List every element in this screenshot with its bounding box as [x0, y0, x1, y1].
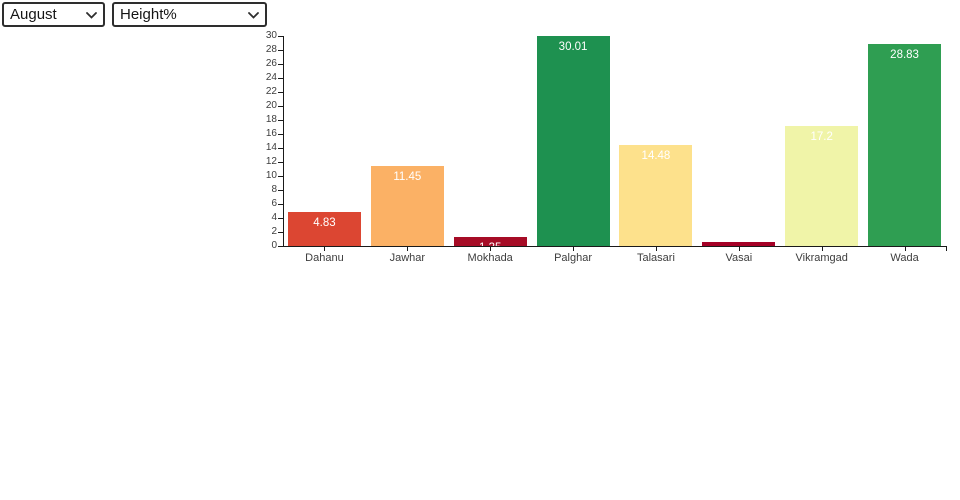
y-axis-tick — [278, 50, 283, 51]
y-axis-tick — [278, 232, 283, 233]
y-axis-tick — [278, 78, 283, 79]
y-axis-tick — [278, 204, 283, 205]
y-axis-line — [283, 36, 284, 247]
bar-value-label: 1.35 — [454, 241, 527, 246]
y-axis-tick-label: 22 — [265, 86, 277, 97]
x-axis-tick — [821, 247, 823, 251]
bar-value-label: 14.48 — [641, 149, 671, 162]
y-axis-tick-label: 8 — [271, 184, 277, 195]
y-axis-tick-label: 12 — [265, 156, 277, 167]
x-axis-tick-label: Vikramgad — [795, 252, 848, 264]
x-axis-end-tick — [946, 246, 947, 251]
x-axis-tick-label: Talasari — [636, 252, 675, 264]
x-axis-tick-label: Vasai — [725, 252, 753, 264]
y-axis-tick — [278, 218, 283, 219]
y-axis-tick-label: 30 — [265, 30, 277, 41]
bar-vikramgad: 17.2 — [785, 125, 859, 246]
x-axis-tick — [738, 247, 740, 251]
bar-value-label: 30.01 — [558, 40, 588, 53]
bar-value-label: 28.83 — [890, 49, 919, 62]
y-axis-tick-label: 14 — [265, 142, 277, 153]
bar-value-label: 4.83 — [313, 217, 336, 230]
y-axis-tick-label: 18 — [265, 114, 277, 125]
x-axis-tick — [407, 247, 409, 251]
y-axis-tick — [278, 64, 283, 65]
x-axis-tick — [655, 247, 657, 251]
y-axis-tick-label: 16 — [265, 128, 277, 139]
x-axis-tick — [324, 247, 326, 251]
y-axis-tick-label: 10 — [265, 170, 277, 181]
month-select[interactable]: August — [2, 2, 105, 27]
month-select-wrap: August — [2, 2, 105, 27]
bar-talasari: 14.48 — [619, 144, 693, 246]
metric-select[interactable]: Height% — [112, 2, 267, 27]
x-axis-line — [283, 246, 946, 247]
y-axis-tick — [278, 92, 283, 93]
x-axis-tick-label: Dahanu — [305, 252, 344, 264]
filter-controls: August Height% — [2, 2, 267, 27]
bar-value-label: 17.2 — [810, 130, 833, 143]
y-axis-tick-label: 6 — [271, 198, 277, 209]
y-axis-tick — [278, 134, 283, 135]
x-axis-tick-label: Palghar — [554, 252, 593, 264]
x-axis-tick-label: Wada — [890, 252, 919, 264]
y-axis-tick — [278, 106, 283, 107]
y-axis-tick — [278, 36, 283, 37]
x-axis-tick — [490, 247, 492, 251]
x-axis-tick — [904, 247, 906, 251]
x-axis-tick — [573, 247, 575, 251]
y-axis-tick-label: 2 — [271, 226, 277, 237]
bar-jawhar: 11.45 — [370, 165, 444, 246]
metric-select-wrap: Height% — [112, 2, 267, 27]
x-axis-tick-label: Jawhar — [389, 252, 426, 264]
y-axis-tick — [278, 190, 283, 191]
y-axis-tick — [278, 176, 283, 177]
y-axis-tick-label: 0 — [271, 240, 277, 251]
y-axis-tick-label: 28 — [265, 44, 277, 55]
bar-wada: 28.83 — [868, 44, 942, 246]
bar-palghar: 30.01 — [536, 35, 610, 246]
bar-chart: 0 2 4 6 8 10 12 14 16 18 20 22 24 26 28 30 4.83 Dahanu 11.… — [256, 30, 960, 275]
x-axis-tick-label: Mokhada — [467, 252, 513, 264]
y-axis-tick-label: 20 — [265, 100, 277, 111]
y-axis-tick-label: 4 — [271, 212, 277, 223]
y-axis-tick — [278, 148, 283, 149]
bar-mokhada: 1.35 — [453, 236, 527, 246]
y-axis-tick — [278, 120, 283, 121]
bar-dahanu: 4.83 — [287, 212, 361, 246]
bar-value-label: 11.45 — [393, 170, 422, 183]
y-axis-tick — [278, 246, 283, 247]
y-axis-tick-label: 26 — [265, 58, 277, 69]
y-axis-tick — [278, 162, 283, 163]
y-axis-tick-label: 24 — [265, 72, 277, 83]
bar-vasai — [702, 242, 776, 246]
